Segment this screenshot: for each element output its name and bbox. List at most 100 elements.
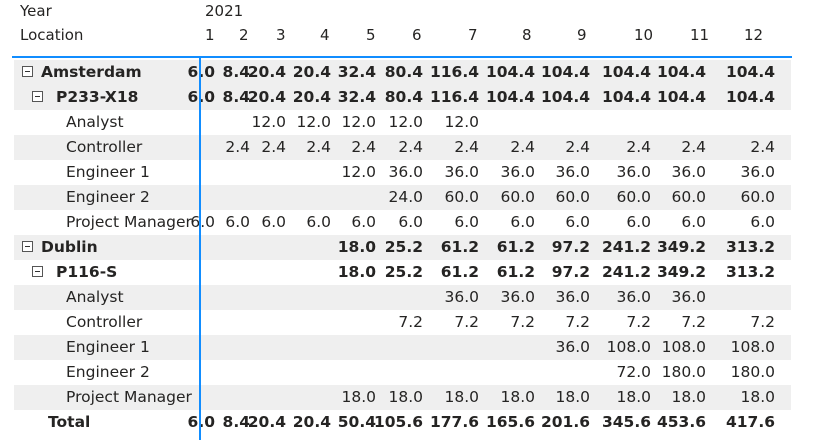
matrix-row[interactable]: Controller 7.2 7.2 7.2 7.2 7.2 7.2 7.2 xyxy=(14,310,791,335)
value-cell: 6.0 xyxy=(681,213,706,231)
value-cell: 6.0 xyxy=(190,213,215,231)
matrix-row[interactable]: Project Manager 6.0 6.0 6.0 6.0 6.0 6.0 6.0 6.0 6… xyxy=(14,210,791,235)
value-cell: 20.4 xyxy=(247,413,286,431)
month-header-8[interactable]: 8 xyxy=(522,26,532,44)
value-cell: 2.4 xyxy=(681,138,706,156)
value-cell: 97.2 xyxy=(551,238,590,256)
matrix-row[interactable]: Engineer 1 36.0 108.0 108.0 108.0 xyxy=(14,335,791,360)
value-cell: 180.0 xyxy=(730,363,775,381)
row-label: Analyst xyxy=(66,288,124,306)
value-cell: 18.0 xyxy=(337,238,376,256)
value-cell: 165.6 xyxy=(485,413,535,431)
matrix-row[interactable]: Amsterdam 6.0 8.4 20.4 20.4 32.4 80.4 116.4 104.… xyxy=(14,60,791,85)
collapse-icon[interactable] xyxy=(22,66,33,77)
month-header-1[interactable]: 1 xyxy=(205,26,215,44)
value-cell: 6.0 xyxy=(306,213,331,231)
value-cell: 36.0 xyxy=(555,163,590,181)
collapse-icon[interactable] xyxy=(32,266,43,277)
month-header-10[interactable]: 10 xyxy=(634,26,654,44)
collapse-icon[interactable] xyxy=(22,241,33,252)
month-header-11[interactable]: 11 xyxy=(690,26,710,44)
month-header-9[interactable]: 9 xyxy=(577,26,587,44)
matrix-row[interactable]: Analyst 36.0 36.0 36.0 36.0 36.0 xyxy=(14,285,791,310)
month-header-2[interactable]: 2 xyxy=(239,26,249,44)
row-label: Engineer 2 xyxy=(66,363,150,381)
value-cell: 18.0 xyxy=(388,388,423,406)
month-header-7[interactable]: 7 xyxy=(468,26,478,44)
value-cell: 7.2 xyxy=(681,313,706,331)
value-cell: 8.4 xyxy=(222,413,250,431)
value-cell: 2.4 xyxy=(306,138,331,156)
value-cell: 80.4 xyxy=(384,88,423,106)
month-header-3[interactable]: 3 xyxy=(276,26,286,44)
value-cell: 20.4 xyxy=(247,63,286,81)
value-cell: 60.0 xyxy=(500,188,535,206)
value-cell: 61.2 xyxy=(440,263,479,281)
value-cell: 108.0 xyxy=(661,338,706,356)
collapse-icon[interactable] xyxy=(32,91,43,102)
matrix-row[interactable]: Project Manager 18.0 18.0 18.0 18.0 18.0 18.0 1… xyxy=(14,385,791,410)
value-cell: 349.2 xyxy=(656,263,706,281)
matrix-row[interactable]: Engineer 2 24.0 60.0 60.0 60.0 60.0 60.0 60.0 xyxy=(14,185,791,210)
location-label: Location xyxy=(20,26,84,44)
value-cell: 36.0 xyxy=(616,288,651,306)
row-header-divider xyxy=(199,56,201,440)
value-cell: 6.0 xyxy=(261,213,286,231)
value-cell: 36.0 xyxy=(555,338,590,356)
row-label: Controller xyxy=(66,138,143,156)
row-label: Engineer 1 xyxy=(66,163,150,181)
value-cell: 12.0 xyxy=(296,113,331,131)
value-cell: 7.2 xyxy=(626,313,651,331)
value-cell: 7.2 xyxy=(398,313,423,331)
value-cell: 6.0 xyxy=(187,88,215,106)
matrix-row[interactable]: Controller 2.4 2.4 2.4 2.4 2.4 2.4 2.4 2.4 2.4 2.4… xyxy=(14,135,791,160)
value-cell: 20.4 xyxy=(292,63,331,81)
matrix-body: Amsterdam 6.0 8.4 20.4 20.4 32.4 80.4 116.4 104.… xyxy=(14,60,791,436)
value-cell: 6.0 xyxy=(750,213,775,231)
value-cell: 18.0 xyxy=(616,388,651,406)
matrix-row[interactable]: Engineer 1 12.0 36.0 36.0 36.0 36.0 36.0 36.0 36… xyxy=(14,160,791,185)
row-label: Amsterdam xyxy=(41,63,142,81)
value-cell: 36.0 xyxy=(500,288,535,306)
matrix-row[interactable]: P116-S 18.0 25.2 61.2 61.2 97.2 241.2 349.2 313.… xyxy=(14,260,791,285)
value-cell: 61.2 xyxy=(496,263,535,281)
year-value[interactable]: 2021 xyxy=(205,2,244,20)
value-cell: 18.0 xyxy=(500,388,535,406)
matrix-row[interactable]: Analyst 12.0 12.0 12.0 12.0 12.0 xyxy=(14,110,791,135)
value-cell: 6.0 xyxy=(454,213,479,231)
value-cell: 345.6 xyxy=(601,413,651,431)
value-cell: 36.0 xyxy=(671,163,706,181)
value-cell: 60.0 xyxy=(555,188,590,206)
value-cell: 349.2 xyxy=(656,238,706,256)
month-header-12[interactable]: 12 xyxy=(744,26,764,44)
value-cell: 50.4 xyxy=(337,413,376,431)
value-cell: 104.4 xyxy=(725,88,775,106)
value-cell: 60.0 xyxy=(671,188,706,206)
total-row[interactable]: Total 6.0 8.4 20.4 20.4 50.4 105.6 177.6 165.6 20… xyxy=(14,410,791,436)
matrix-row[interactable]: Dublin 18.0 25.2 61.2 61.2 97.2 241.2 349.2 313.… xyxy=(14,235,791,260)
row-label: P116-S xyxy=(56,263,118,281)
value-cell: 6.0 xyxy=(510,213,535,231)
value-cell: 453.6 xyxy=(656,413,706,431)
value-cell: 36.0 xyxy=(500,163,535,181)
value-cell: 2.4 xyxy=(351,138,376,156)
value-cell: 105.6 xyxy=(373,413,423,431)
row-label: Dublin xyxy=(41,238,98,256)
month-header-5[interactable]: 5 xyxy=(366,26,376,44)
value-cell: 61.2 xyxy=(440,238,479,256)
value-cell: 2.4 xyxy=(750,138,775,156)
value-cell: 32.4 xyxy=(337,63,376,81)
value-cell: 104.4 xyxy=(601,63,651,81)
value-cell: 104.4 xyxy=(485,63,535,81)
month-header-4[interactable]: 4 xyxy=(320,26,330,44)
value-cell: 20.4 xyxy=(292,413,331,431)
value-cell: 104.4 xyxy=(656,63,706,81)
matrix-row[interactable]: P233-X18 6.0 8.4 20.4 20.4 32.4 80.4 116.4 104.4… xyxy=(14,85,791,110)
value-cell: 18.0 xyxy=(555,388,590,406)
value-cell: 18.0 xyxy=(341,388,376,406)
value-cell: 177.6 xyxy=(429,413,479,431)
matrix-row[interactable]: Engineer 2 72.0 180.0 180.0 xyxy=(14,360,791,385)
value-cell: 18.0 xyxy=(444,388,479,406)
month-header-6[interactable]: 6 xyxy=(412,26,422,44)
row-label: Project Manager xyxy=(66,388,192,406)
